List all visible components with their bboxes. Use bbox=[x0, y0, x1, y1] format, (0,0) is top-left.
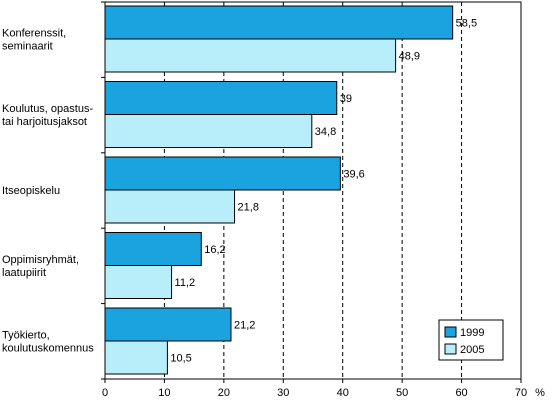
category-label-3-0: Oppimisryhmät, bbox=[2, 254, 79, 266]
x-tick-label-10: 10 bbox=[158, 387, 170, 399]
x-tick-label-70: 70 bbox=[515, 387, 527, 399]
legend-box bbox=[438, 319, 504, 361]
bar-2005-0 bbox=[104, 38, 397, 73]
x-tick-label-50: 50 bbox=[396, 387, 408, 399]
bar-1999-4 bbox=[104, 307, 232, 342]
value-label-2005-4: 10,5 bbox=[170, 353, 191, 365]
x-tick-label-0: 0 bbox=[102, 387, 108, 399]
value-label-1999-4: 21,2 bbox=[234, 320, 255, 332]
value-label-1999-0: 58,5 bbox=[456, 18, 477, 30]
category-label-1-0: Koulutus, opastus- bbox=[2, 103, 93, 115]
value-label-1999-3: 16,2 bbox=[204, 244, 225, 256]
bar-1999-1 bbox=[104, 81, 338, 115]
category-label-3-1: laatupiirit bbox=[2, 267, 46, 279]
bar-2005-1 bbox=[104, 114, 313, 148]
bar-2005-4 bbox=[104, 340, 168, 375]
bar-1999-0 bbox=[104, 5, 454, 40]
value-label-2005-1: 34,8 bbox=[315, 126, 336, 138]
category-label-4-0: Työkierto, bbox=[2, 330, 50, 342]
value-label-2005-0: 48,9 bbox=[399, 51, 420, 63]
legend-swatch-2005 bbox=[444, 343, 457, 355]
bar-2005-3 bbox=[104, 265, 173, 299]
value-label-1999-1: 39 bbox=[340, 93, 352, 105]
value-label-1999-2: 39,6 bbox=[343, 169, 364, 181]
bar-2005-2 bbox=[104, 189, 236, 224]
category-label-0-1: seminaarit bbox=[2, 41, 53, 53]
category-label-1-1: tai harjoitusjaksot bbox=[2, 116, 87, 128]
value-label-2005-2: 21,8 bbox=[238, 202, 259, 214]
x-unit-label: % bbox=[535, 387, 545, 399]
legend-label-2005: 2005 bbox=[460, 344, 484, 356]
legend-label-1999: 1999 bbox=[460, 327, 484, 339]
legend-swatch-1999 bbox=[444, 326, 457, 338]
bar-1999-2 bbox=[104, 156, 341, 191]
x-tick-label-40: 40 bbox=[337, 387, 349, 399]
x-tick-label-60: 60 bbox=[455, 387, 467, 399]
x-tick-label-20: 20 bbox=[218, 387, 230, 399]
category-label-2-0: Itseopiskelu bbox=[2, 185, 60, 197]
bar-1999-3 bbox=[104, 232, 202, 266]
category-label-4-1: koulutuskomennus bbox=[2, 343, 94, 355]
value-label-2005-3: 11,2 bbox=[175, 277, 196, 289]
x-tick-label-30: 30 bbox=[277, 387, 289, 399]
category-label-0-0: Konferenssit, bbox=[2, 28, 66, 40]
